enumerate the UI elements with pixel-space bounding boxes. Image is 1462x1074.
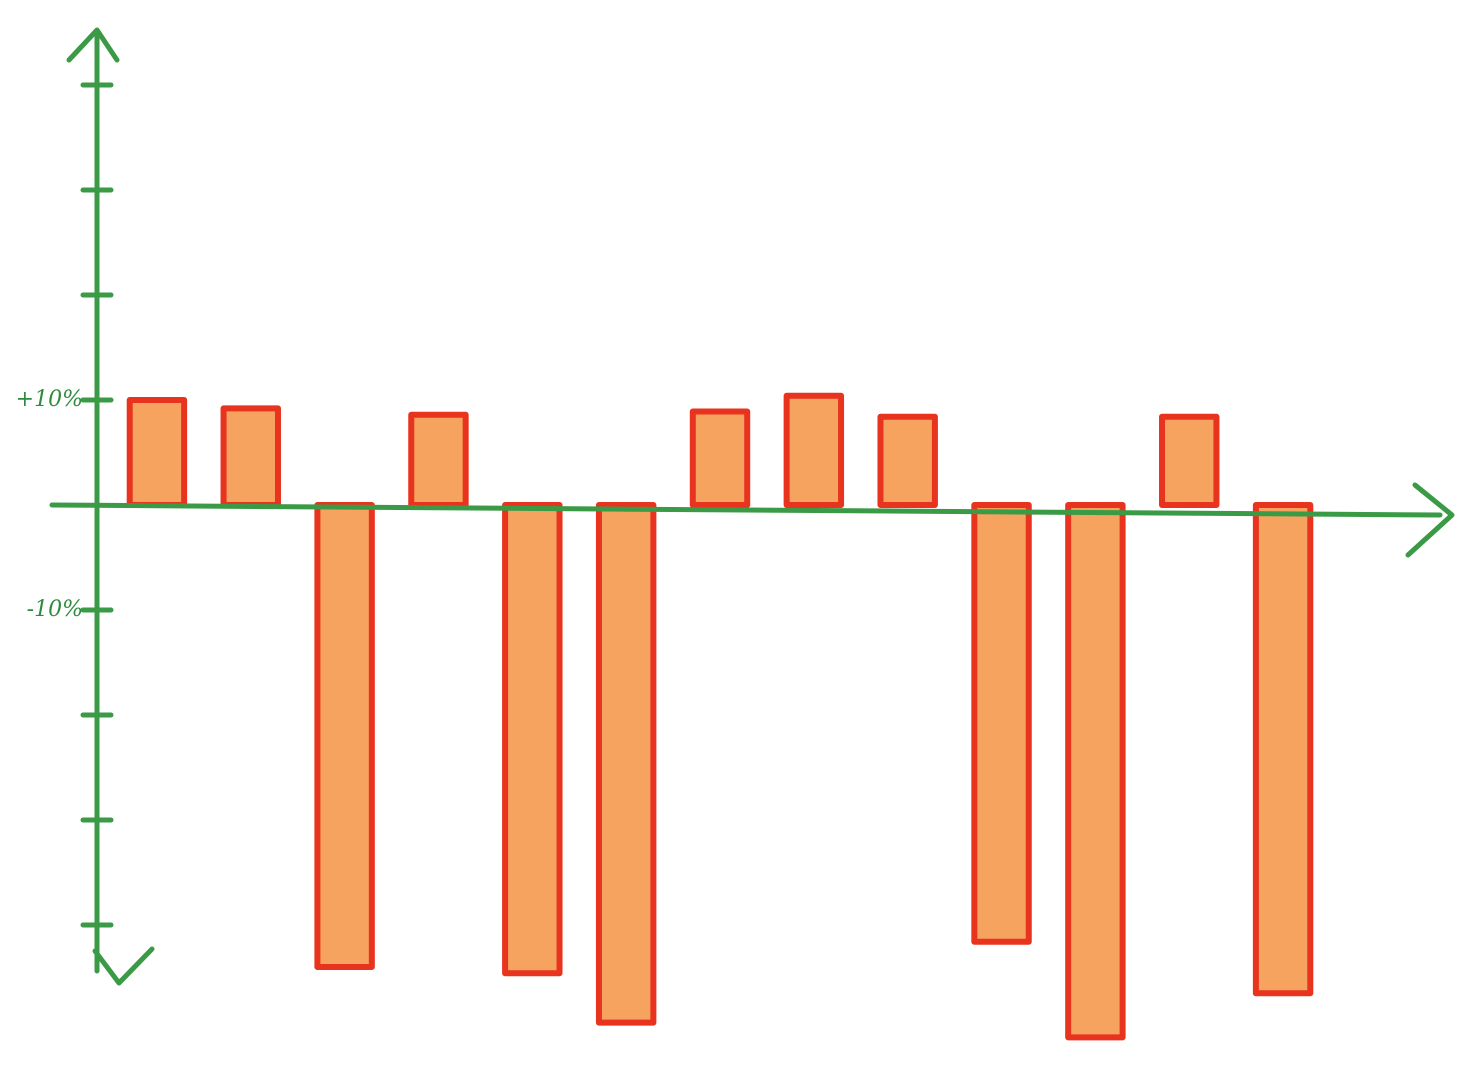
bar xyxy=(1252,502,1314,997)
x-axis xyxy=(49,502,1443,518)
bar xyxy=(1065,502,1126,1041)
bar xyxy=(595,502,657,1026)
y-axis-arrow-top xyxy=(66,27,120,63)
y-axis-arrow-bottom xyxy=(92,946,155,986)
bar xyxy=(1159,413,1220,508)
bar xyxy=(220,405,281,508)
bar xyxy=(502,502,563,977)
bar xyxy=(877,413,938,508)
y-tick-label: +10% xyxy=(16,387,83,412)
bar xyxy=(126,397,188,508)
bar xyxy=(408,411,469,509)
x-axis-arrow xyxy=(1405,482,1455,558)
y-tick-label: -10% xyxy=(27,597,83,622)
bar xyxy=(314,502,375,970)
bar xyxy=(783,392,845,508)
bar xyxy=(689,408,751,508)
bar xyxy=(971,502,1032,945)
